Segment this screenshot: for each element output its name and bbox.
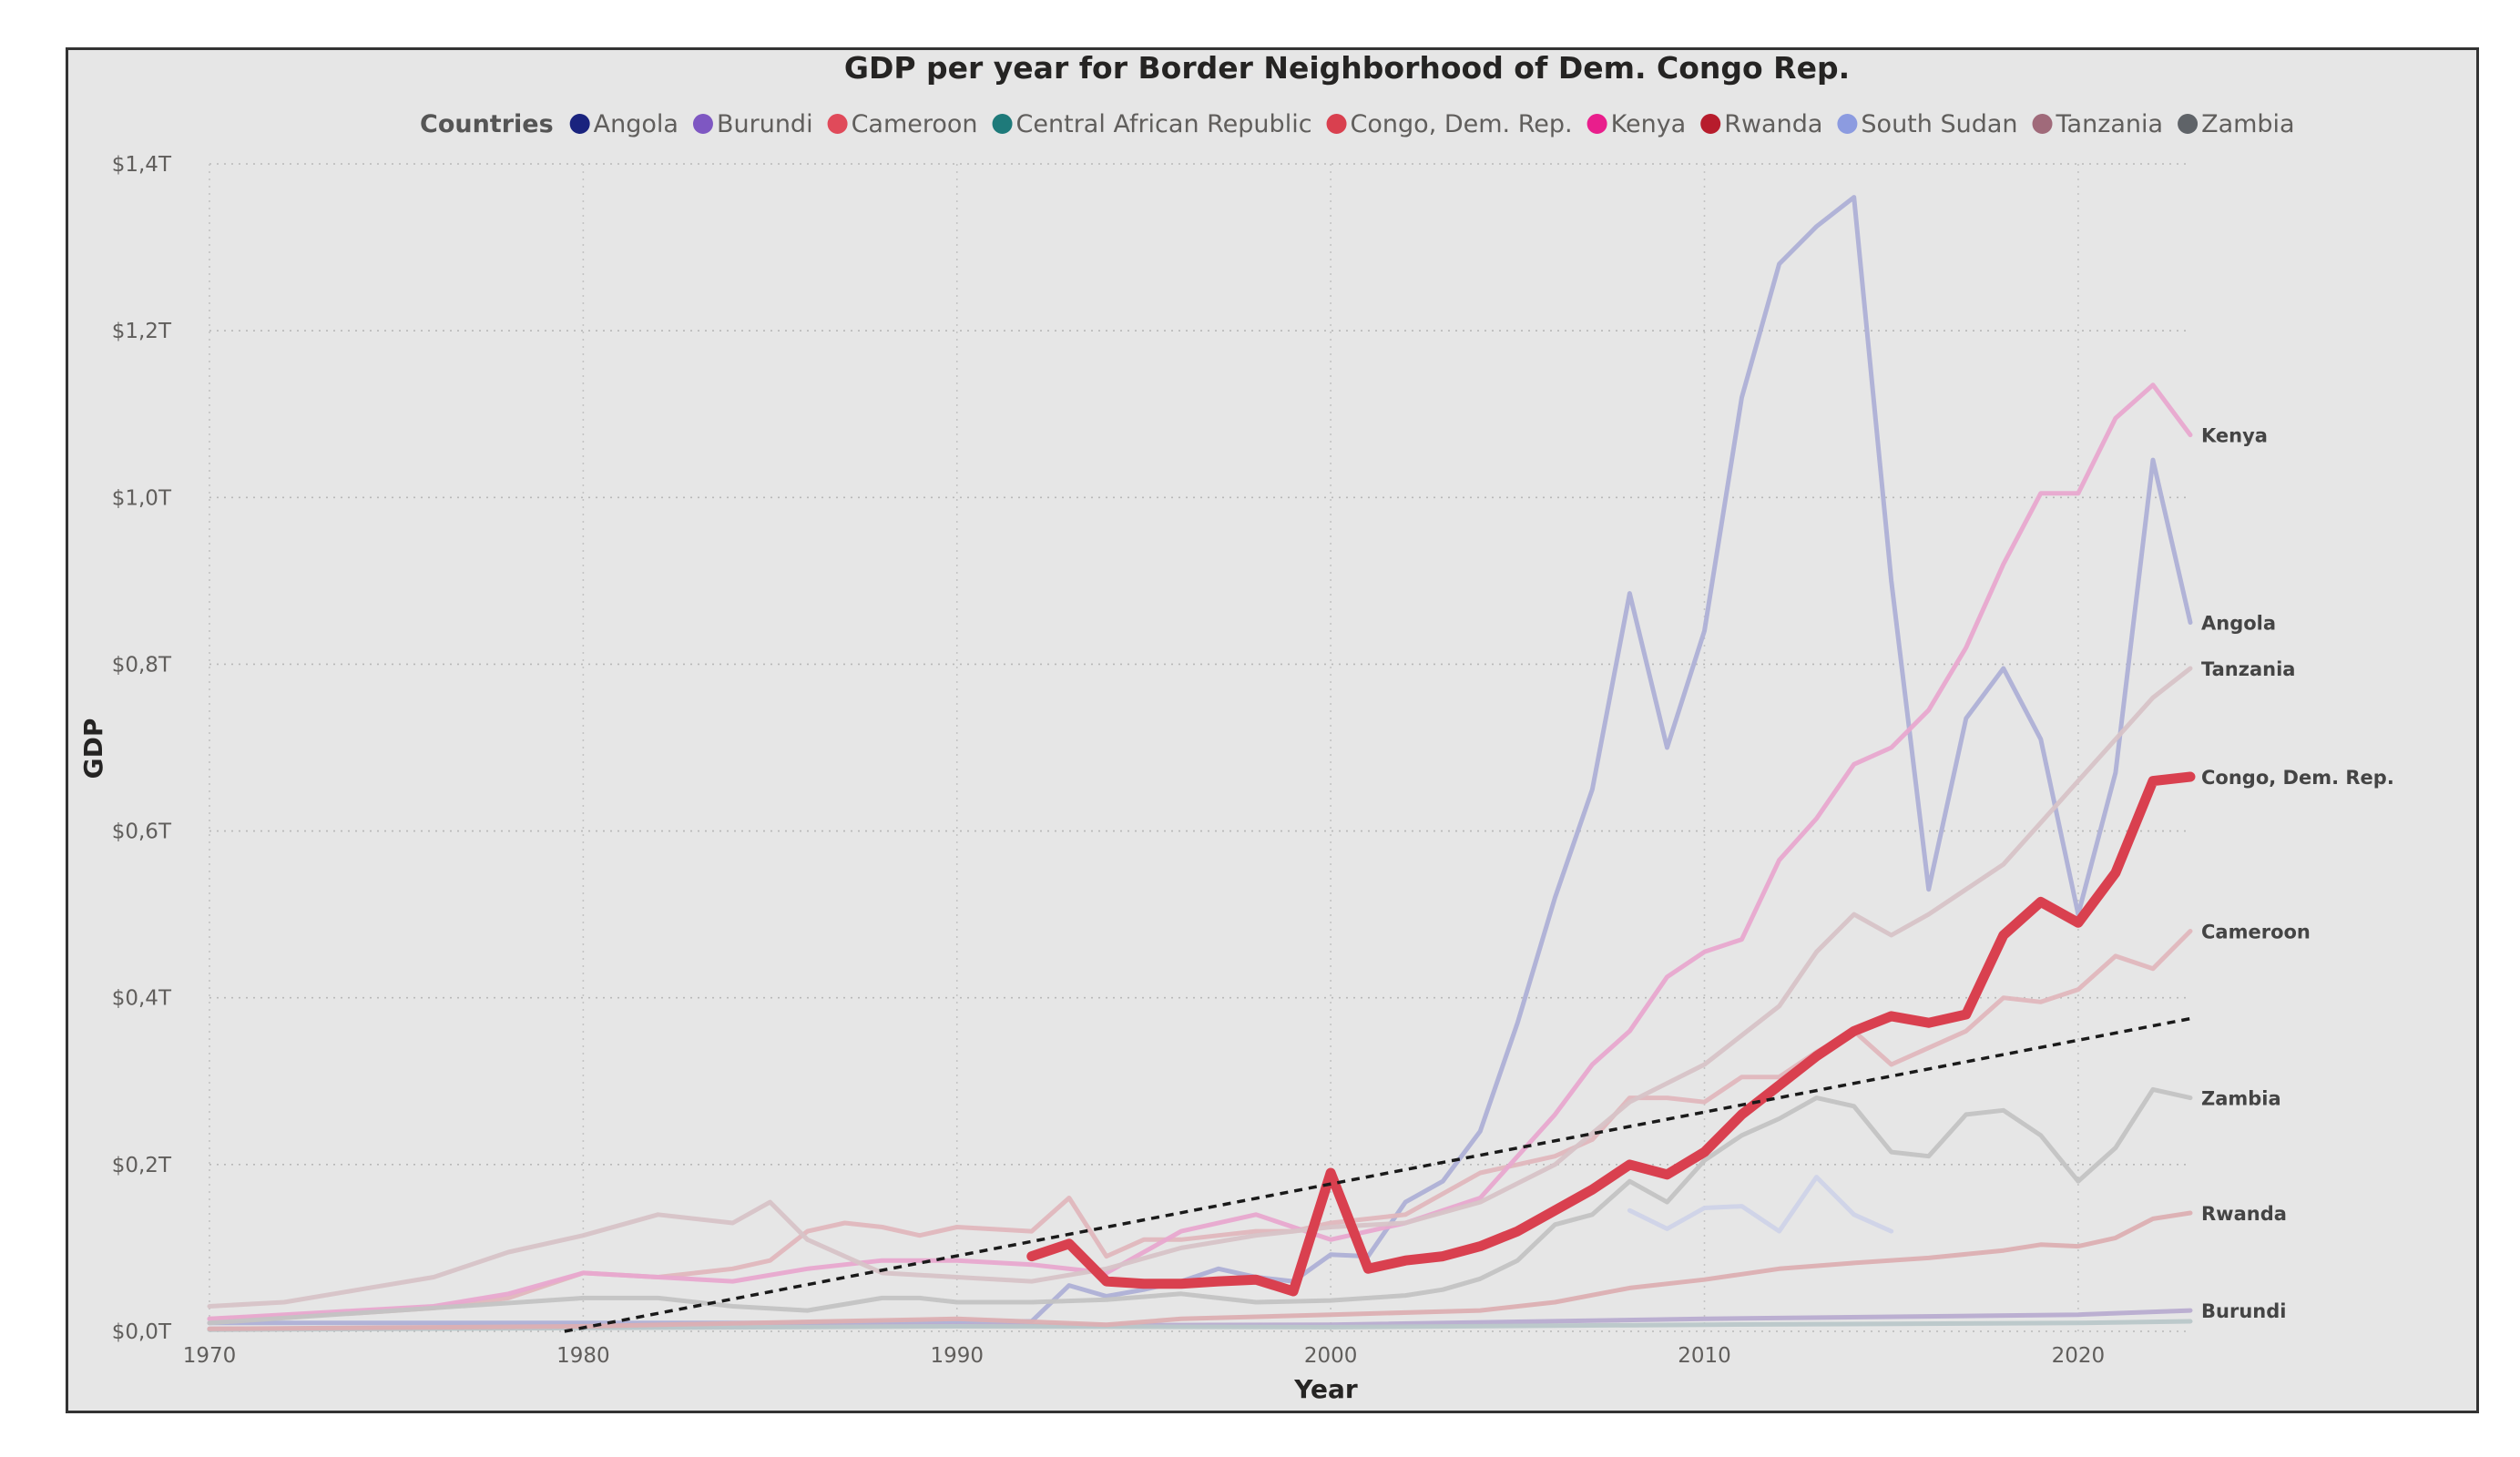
y-tick-label: $1,4T xyxy=(112,153,172,177)
chart-frame xyxy=(66,47,2479,1413)
chart-title: GDP per year for Border Neighborhood of … xyxy=(844,50,1850,86)
series-lines xyxy=(207,195,2196,1332)
legend-item-congo-dem-rep[interactable]: Congo, Dem. Rep. xyxy=(1326,110,1573,138)
series-line-congo-dem-rep[interactable] xyxy=(1026,771,2196,1297)
legend-marker xyxy=(2032,114,2053,134)
legend-marker xyxy=(692,114,713,134)
legend: Countries Angola Burundi Cameroon Central Af… xyxy=(420,110,2295,138)
y-axis-title: GDP xyxy=(78,718,108,779)
gridlines xyxy=(209,163,2190,1332)
end-label-kenya: Kenya xyxy=(2201,425,2268,447)
end-labels: Kenya Angola Tanzania Congo, Dem. Rep. Camer… xyxy=(2201,425,2394,1323)
x-tick-label: 2020 xyxy=(2052,1344,2106,1368)
x-tick-label: 2010 xyxy=(1678,1344,1731,1368)
legend-label: Cameroon xyxy=(852,110,978,138)
series-line-tanzania[interactable] xyxy=(207,666,2193,1309)
x-tick-label: 1970 xyxy=(183,1344,237,1368)
legend-label: Central African Republic xyxy=(1016,110,1312,138)
x-tick-label: 2000 xyxy=(1304,1344,1358,1368)
legend-marker xyxy=(2178,114,2199,134)
series-line-south-sudan[interactable] xyxy=(1627,1175,1894,1234)
legend-label: Rwanda xyxy=(1724,110,1822,138)
legend-marker xyxy=(569,114,590,134)
y-tick-label: $0,0T xyxy=(112,1320,172,1344)
end-label-tanzania: Tanzania xyxy=(2201,658,2295,680)
legend-label: South Sudan xyxy=(1861,110,2017,138)
end-label-burundi: Burundi xyxy=(2201,1300,2286,1322)
legend-item-cameroon[interactable]: Cameroon xyxy=(827,110,978,138)
legend-item-tanzania[interactable]: Tanzania xyxy=(2032,110,2164,138)
legend-label: Zambia xyxy=(2201,110,2295,138)
legend-marker xyxy=(992,114,1013,134)
series-line-rwanda[interactable] xyxy=(207,1210,2193,1331)
legend-label: Tanzania xyxy=(2056,110,2164,138)
legend-item-burundi[interactable]: Burundi xyxy=(692,110,813,138)
legend-item-central-african-republic[interactable]: Central African Republic xyxy=(992,110,1312,138)
y-tick-label: $0,2T xyxy=(112,1154,172,1177)
legend-item-rwanda[interactable]: Rwanda xyxy=(1700,110,1822,138)
y-axis-ticks: $0,0T $0,2T $0,4T $0,6T $0,8T $1,0T $1,2T $1,4T xyxy=(112,153,172,1344)
legend-marker xyxy=(1326,114,1347,134)
legend-item-kenya[interactable]: Kenya xyxy=(1586,110,1687,138)
legend-marker xyxy=(1837,114,1858,134)
legend-marker xyxy=(1700,114,1721,134)
y-tick-label: $1,2T xyxy=(112,320,172,343)
trend-layer xyxy=(564,1016,2191,1333)
legend-label: Congo, Dem. Rep. xyxy=(1351,110,1573,138)
legend-label: Angola xyxy=(594,110,678,138)
end-label-rwanda: Rwanda xyxy=(2201,1203,2287,1225)
x-tick-label: 1990 xyxy=(930,1344,984,1368)
y-tick-label: $0,4T xyxy=(112,987,172,1011)
end-label-congo-dem-rep: Congo, Dem. Rep. xyxy=(2201,767,2394,789)
y-tick-label: $0,8T xyxy=(112,653,172,677)
end-label-zambia: Zambia xyxy=(2201,1088,2281,1110)
x-tick-label: 1980 xyxy=(556,1344,610,1368)
y-tick-label: $0,6T xyxy=(112,820,172,844)
trend-line xyxy=(564,1016,2191,1333)
series-line-angola[interactable] xyxy=(207,195,2193,1326)
end-label-angola: Angola xyxy=(2201,613,2276,635)
legend-title: Countries xyxy=(420,110,554,138)
legend-label: Kenya xyxy=(1611,110,1687,138)
legend-label: Burundi xyxy=(717,110,813,138)
legend-item-south-sudan[interactable]: South Sudan xyxy=(1837,110,2018,138)
legend-item-zambia[interactable]: Zambia xyxy=(2178,110,2295,138)
x-axis-title: Year xyxy=(1293,1374,1358,1404)
y-tick-label: $1,0T xyxy=(112,486,172,510)
series-line-zambia[interactable] xyxy=(207,1086,2193,1326)
end-label-cameroon: Cameroon xyxy=(2201,921,2311,942)
legend-marker xyxy=(1586,114,1607,134)
legend-marker xyxy=(827,114,848,134)
x-axis-ticks: 1970 1980 1990 2000 2010 2020 xyxy=(183,1344,2105,1368)
legend-item-angola[interactable]: Angola xyxy=(569,110,678,138)
series-line-kenya[interactable] xyxy=(207,382,2193,1321)
